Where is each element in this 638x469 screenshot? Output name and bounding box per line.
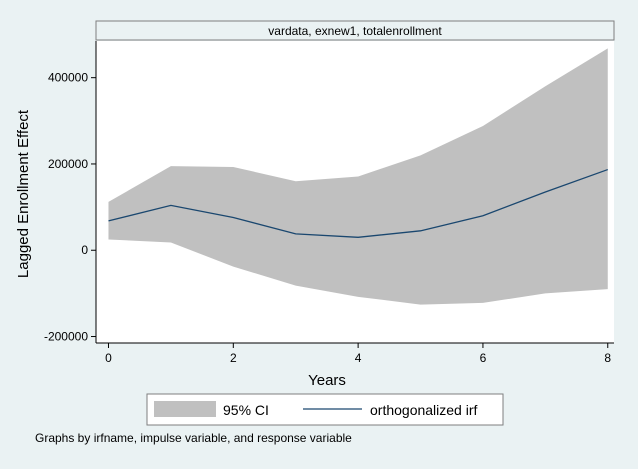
- irf-line: [108, 168, 608, 238]
- y-tick-label: 200000: [48, 157, 88, 171]
- legend: 95% CI orthogonalized irf: [146, 393, 504, 426]
- x-tick-label: 6: [480, 351, 487, 365]
- legend-swatch-ci: [154, 401, 216, 417]
- x-tick-label: 0: [105, 351, 112, 365]
- panel-title-strip: [95, 20, 615, 41]
- panel-title: vardata, exnew1, totalenrollment: [268, 24, 442, 38]
- x-axis-label: Years: [308, 372, 346, 389]
- y-tick-label: 0: [81, 243, 88, 257]
- y-ticks: -200000 0 200000 400000: [44, 71, 96, 344]
- plot-layer: [108, 48, 608, 305]
- y-tick-label: -200000: [44, 330, 88, 344]
- legend-label-ci: 95% CI: [223, 402, 269, 418]
- x-tick-label: 4: [355, 351, 362, 365]
- y-axis-label: Lagged Enrollment Effect: [15, 109, 32, 278]
- x-tick-label: 8: [604, 351, 611, 365]
- ci-band: [108, 48, 608, 305]
- x-ticks: 0 2 4 6 8: [105, 343, 611, 365]
- figure-note: Graphs by irfname, impulse variable, and…: [35, 431, 352, 445]
- x-tick-label: 2: [230, 351, 237, 365]
- y-tick-label: 400000: [48, 71, 88, 85]
- legend-label-irf: orthogonalized irf: [370, 402, 478, 418]
